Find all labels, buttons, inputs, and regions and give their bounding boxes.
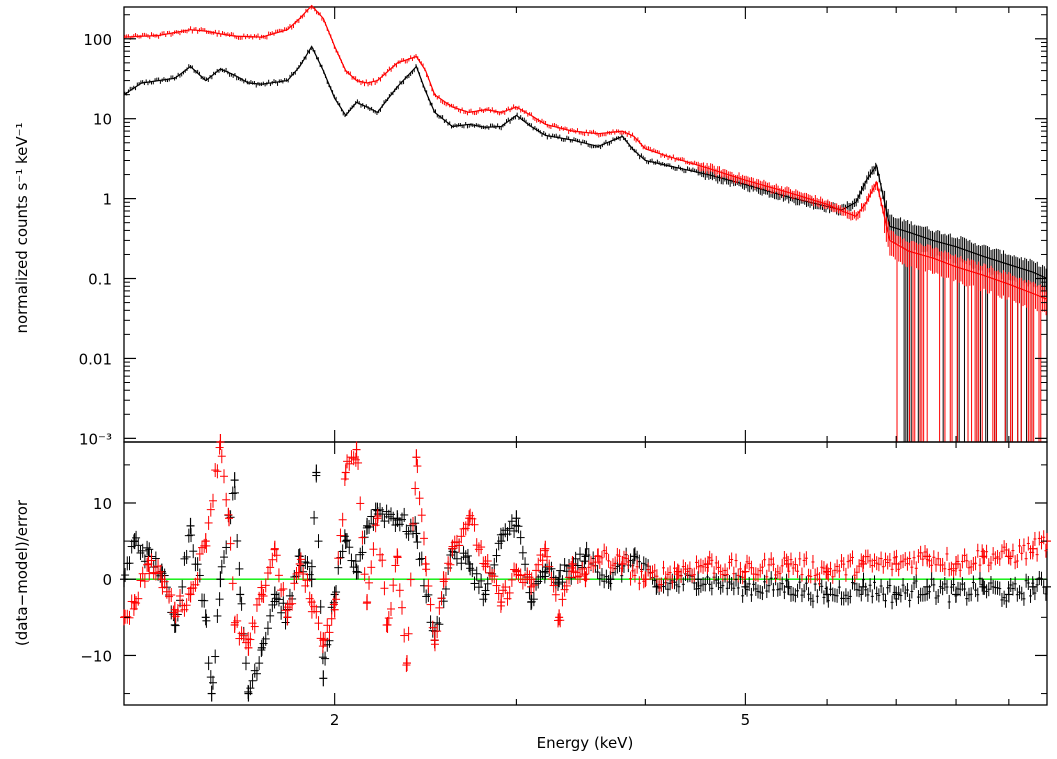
spectrum-y-tick-label: 10 <box>93 111 112 129</box>
residuals-series-layer <box>120 434 1051 702</box>
residuals-y-tick-label: 10 <box>93 495 112 513</box>
spectrum-y-tick-label: 1 <box>102 191 112 209</box>
spectrum-series-black-model-line <box>123 45 1048 280</box>
residuals-y-tick-label: 0 <box>102 571 112 589</box>
x-tick-label: 2 <box>330 711 340 729</box>
x-tick-label: 5 <box>741 711 751 729</box>
spectrum-series-red-model-line <box>123 4 1048 300</box>
residuals-panel: 10 0 −10 2 5 (data−model)/error Energy (keV) <box>13 434 1051 752</box>
spectrum-y-tick-label: 0.01 <box>79 350 112 368</box>
spectrum-y-tick-label: 10⁻³ <box>79 430 112 448</box>
spectrum-plot-frame <box>123 6 1048 443</box>
spectrum-panel: 100 10 1 0.1 0.01 10⁻³ normalized counts s⁻¹ … <box>13 4 1048 448</box>
spectrum-series-layer <box>123 4 1048 442</box>
spectrum-axes: 100 10 1 0.1 0.01 10⁻³ <box>79 7 1047 448</box>
residuals-y-tick-label: −10 <box>80 647 112 665</box>
residuals-y-axis-label: (data−model)/error <box>13 499 31 646</box>
residuals-axes: 10 0 −10 2 5 <box>80 442 1047 729</box>
residuals-series-red <box>120 434 1051 673</box>
spectrum-y-tick-label: 0.1 <box>88 271 112 289</box>
spectrum-y-tick-label: 100 <box>83 31 112 49</box>
x-axis-label: Energy (keV) <box>537 734 634 752</box>
spectrum-series-red <box>123 4 1048 442</box>
spectrum-series-black <box>123 45 1048 442</box>
spectrum-y-axis-label: normalized counts s⁻¹ keV⁻¹ <box>13 122 31 333</box>
